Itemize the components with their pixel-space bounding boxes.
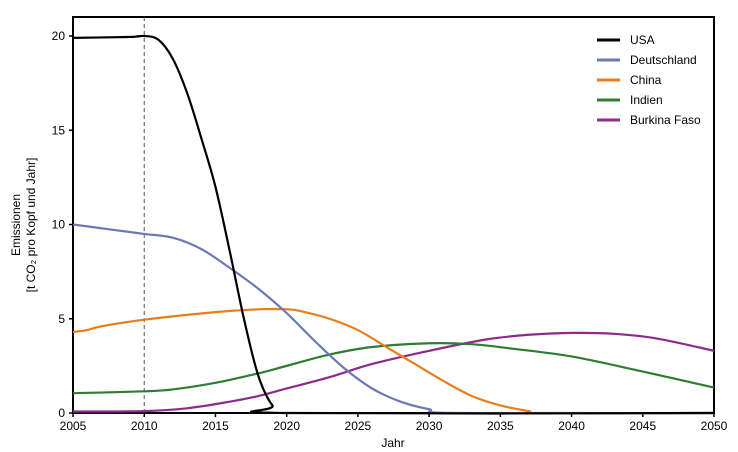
x-tick-label: 2015 — [202, 419, 229, 433]
series-line-burkina-faso — [72, 331, 715, 413]
y-tick-label: 5 — [58, 312, 65, 326]
series-line-china — [72, 307, 715, 415]
y-tick-label: 10 — [52, 218, 66, 232]
series-lines — [72, 34, 715, 415]
y-tick-label: 15 — [52, 123, 66, 137]
legend-label: Deutschland — [630, 53, 697, 67]
plot-frame — [72, 16, 715, 414]
axes: 2005 2010 2015 2020 2025 2030 2035 2040 2045 2050… — [52, 16, 728, 433]
legend-label: Burkina Faso — [630, 113, 701, 127]
y-tick-label: 20 — [52, 29, 66, 43]
x-tick-label: 2025 — [345, 419, 372, 433]
series-line-deutschland — [72, 223, 715, 415]
x-tick-label: 2050 — [701, 419, 728, 433]
y-tick-label: 0 — [58, 406, 65, 420]
x-tick-label: 2045 — [629, 419, 656, 433]
x-tick-label: 2010 — [131, 419, 158, 433]
legend: USA Deutschland China Indien Burkina Faso — [597, 33, 701, 127]
series-line-usa — [72, 34, 715, 415]
x-tick-label: 2035 — [487, 419, 514, 433]
series-line-indien — [72, 341, 715, 395]
legend-label: USA — [630, 33, 655, 47]
legend-label: Indien — [630, 93, 663, 107]
x-axis-label: Jahr — [381, 436, 404, 450]
x-tick-label: 2030 — [416, 419, 443, 433]
x-tick-label: 2020 — [273, 419, 300, 433]
x-tick-label: 2005 — [60, 419, 87, 433]
legend-label: China — [630, 73, 662, 87]
y-axis-unit-label: [t CO₂ pro Kopf und Jahr] — [24, 158, 38, 293]
y-axis-label: Emissionen — [9, 194, 23, 256]
x-tick-label: 2040 — [558, 419, 585, 433]
